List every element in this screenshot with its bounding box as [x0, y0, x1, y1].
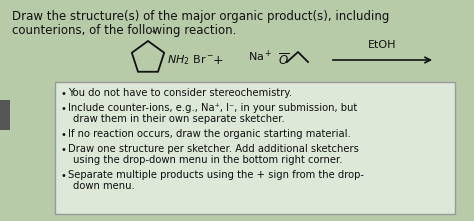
Bar [55, 82, 455, 214]
Text: counterions, of the following reaction.: counterions, of the following reaction. [12, 24, 237, 37]
Text: •: • [61, 89, 67, 99]
Bar [0, 100, 10, 130]
Text: You do not have to consider stereochemistry.: You do not have to consider stereochemis… [68, 88, 292, 98]
Text: down menu.: down menu. [73, 181, 135, 191]
Text: EtOH: EtOH [368, 40, 397, 50]
Text: Separate multiple products using the + sign from the drop-: Separate multiple products using the + s… [68, 170, 364, 180]
Text: +: + [213, 53, 223, 67]
Text: Include counter-ions, e.g., Na⁺, I⁻, in your submission, but: Include counter-ions, e.g., Na⁺, I⁻, in … [68, 103, 357, 113]
Text: •: • [61, 130, 67, 140]
Text: If no reaction occurs, draw the organic starting material.: If no reaction occurs, draw the organic … [68, 129, 351, 139]
Text: •: • [61, 104, 67, 114]
Text: using the drop-down menu in the bottom right corner.: using the drop-down menu in the bottom r… [73, 155, 343, 165]
Text: draw them in their own separate sketcher.: draw them in their own separate sketcher… [73, 114, 285, 124]
Text: •: • [61, 145, 67, 155]
Text: $NH_2$ Br$^-$: $NH_2$ Br$^-$ [167, 53, 214, 67]
Text: $\overline{O}$: $\overline{O}$ [278, 52, 289, 68]
Text: $^+$: $^+$ [149, 28, 156, 37]
Text: Draw the structure(s) of the major organic product(s), including: Draw the structure(s) of the major organ… [12, 10, 389, 23]
Text: •: • [61, 171, 67, 181]
Text: Draw one structure per sketcher. Add additional sketchers: Draw one structure per sketcher. Add add… [68, 144, 359, 154]
Text: Na$^+$: Na$^+$ [248, 48, 273, 64]
